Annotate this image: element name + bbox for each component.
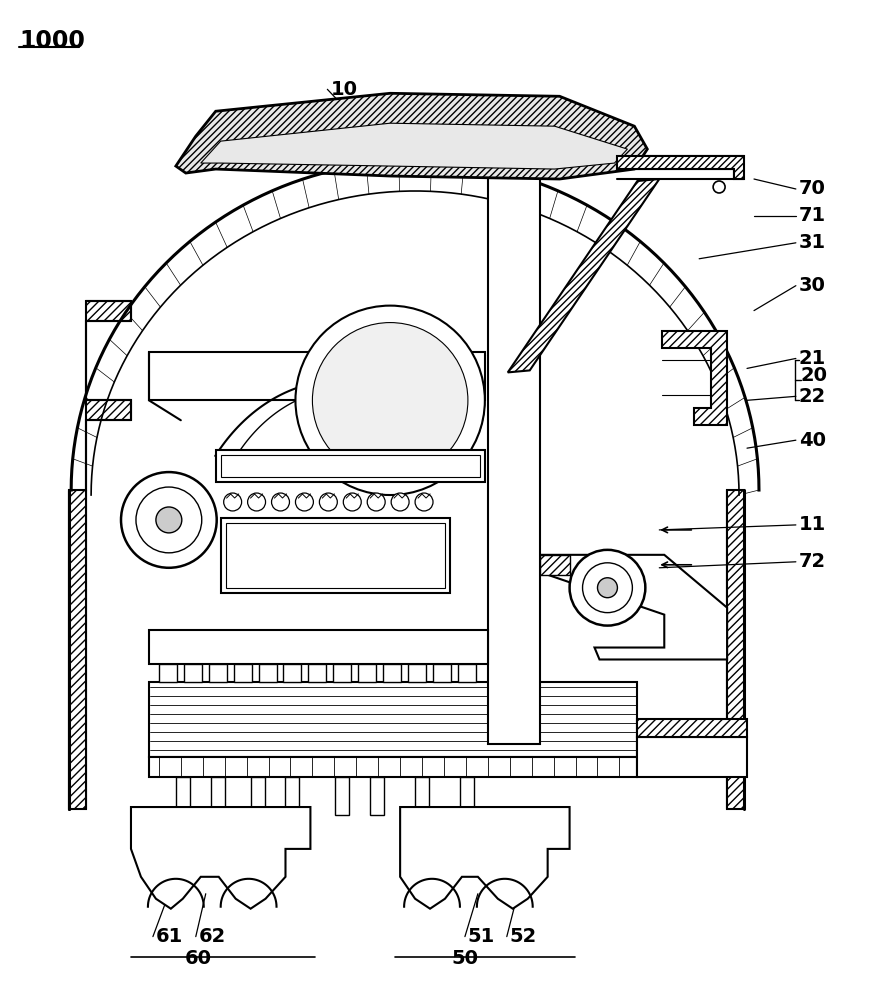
Bar	[408, 664, 426, 682]
Polygon shape	[539, 555, 569, 575]
Text: 61: 61	[156, 927, 183, 946]
Text: 52: 52	[510, 927, 537, 946]
Circle shape	[713, 181, 725, 193]
Polygon shape	[69, 301, 131, 809]
Bar	[251, 777, 265, 815]
Bar	[638, 719, 747, 737]
Circle shape	[597, 578, 617, 598]
Bar	[433, 664, 451, 682]
Circle shape	[569, 550, 645, 626]
Bar	[415, 777, 429, 815]
Bar	[184, 664, 202, 682]
Polygon shape	[727, 490, 744, 809]
Bar	[309, 664, 326, 682]
Bar	[149, 757, 638, 777]
Bar	[488, 176, 539, 744]
Text: 30: 30	[799, 276, 826, 295]
Bar	[209, 664, 226, 682]
Text: 31: 31	[799, 233, 826, 252]
Circle shape	[272, 493, 289, 511]
Circle shape	[319, 493, 338, 511]
Circle shape	[343, 493, 361, 511]
Polygon shape	[131, 807, 310, 909]
Bar	[460, 777, 474, 815]
Text: 20: 20	[801, 366, 828, 385]
Bar	[638, 737, 747, 777]
Bar	[283, 664, 302, 682]
Wedge shape	[460, 368, 485, 433]
Text: 50: 50	[452, 949, 479, 968]
Polygon shape	[508, 179, 660, 372]
Bar	[149, 352, 485, 400]
Bar	[333, 664, 352, 682]
Bar	[210, 777, 225, 815]
Text: 21: 21	[799, 349, 826, 368]
Circle shape	[224, 493, 242, 511]
Text: 40: 40	[799, 431, 826, 450]
Bar	[221, 518, 450, 593]
Text: 60: 60	[184, 949, 211, 968]
Text: 51: 51	[468, 927, 496, 946]
Text: 70: 70	[799, 179, 826, 198]
Circle shape	[247, 493, 266, 511]
Polygon shape	[539, 555, 727, 659]
Circle shape	[136, 487, 202, 553]
Bar	[159, 664, 177, 682]
Text: 22: 22	[799, 387, 826, 406]
Bar	[221, 455, 480, 477]
Bar	[149, 630, 488, 664]
Circle shape	[121, 472, 217, 568]
Text: 72: 72	[799, 552, 826, 571]
Polygon shape	[400, 807, 569, 909]
Polygon shape	[617, 156, 744, 179]
Text: 10: 10	[331, 80, 357, 99]
Circle shape	[415, 493, 433, 511]
Circle shape	[582, 563, 632, 613]
Bar	[259, 664, 276, 682]
Bar	[359, 664, 376, 682]
Circle shape	[156, 507, 182, 533]
Polygon shape	[662, 331, 727, 425]
Bar	[286, 777, 299, 815]
Bar	[335, 777, 349, 815]
Circle shape	[296, 493, 313, 511]
Bar	[216, 450, 485, 482]
Circle shape	[296, 306, 485, 495]
Bar	[370, 777, 384, 815]
Bar	[458, 664, 476, 682]
Text: 11: 11	[799, 515, 826, 534]
Bar	[233, 664, 252, 682]
Text: 62: 62	[199, 927, 226, 946]
Text: 71: 71	[799, 206, 826, 225]
Circle shape	[367, 493, 385, 511]
Text: 1000: 1000	[19, 29, 85, 53]
Bar	[149, 682, 638, 757]
Bar	[225, 523, 445, 588]
Bar	[175, 777, 189, 815]
Bar	[383, 664, 401, 682]
Polygon shape	[175, 93, 647, 179]
Polygon shape	[201, 123, 627, 169]
Circle shape	[312, 323, 468, 478]
Circle shape	[391, 493, 409, 511]
